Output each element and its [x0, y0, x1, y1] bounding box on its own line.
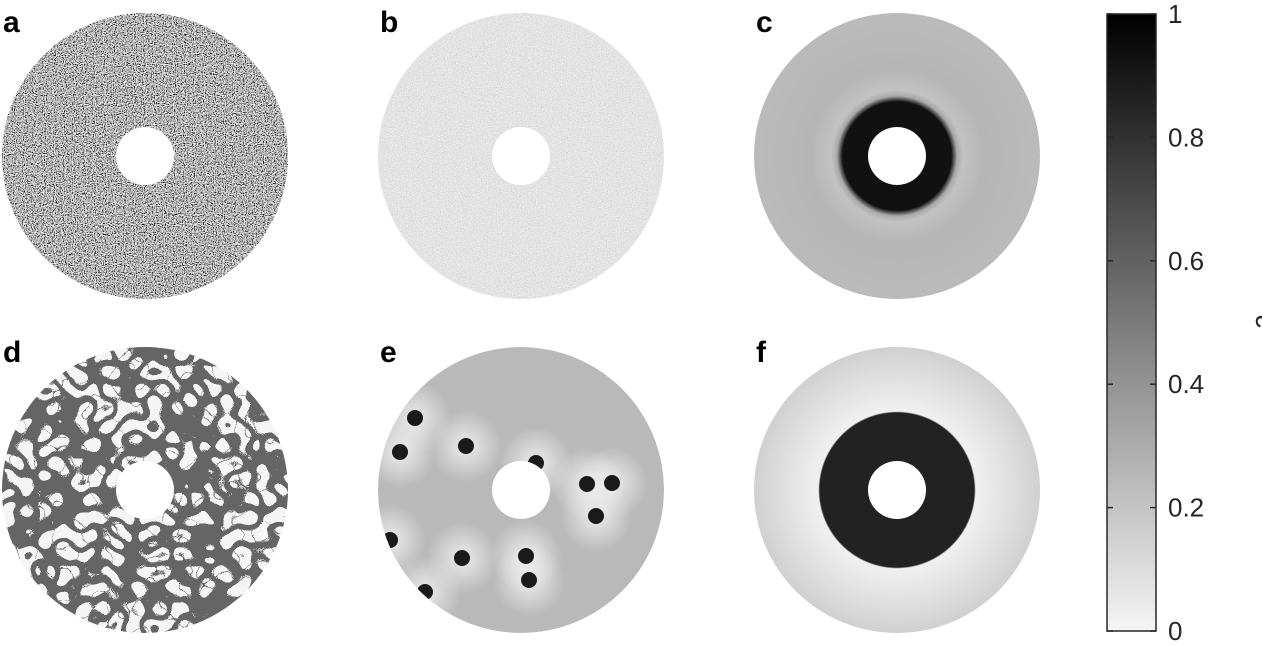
panel-e-droplet	[579, 476, 595, 492]
panel-e-letter: e	[380, 336, 397, 369]
panel-f: f	[754, 336, 1040, 633]
colorbar-ticks: 1 0.8 0.6 0.4 0.2 0	[1107, 0, 1204, 646]
panel-f-letter: f	[756, 336, 767, 369]
panel-d-hole	[116, 461, 174, 519]
panel-e-droplet	[382, 532, 398, 548]
panel-e-droplet	[407, 410, 423, 426]
panel-e-droplet	[458, 438, 474, 454]
colorbar-gradient	[1106, 13, 1157, 632]
colorbar-tick-label: 0.8	[1168, 122, 1204, 152]
panel-a: a	[2, 6, 288, 299]
panel-e-droplet	[417, 584, 433, 600]
panel-a-letter: a	[3, 6, 20, 39]
colorbar: 1 0.8 0.6 0.4 0.2 0 c	[1106, 0, 1262, 646]
panel-b-hole	[492, 127, 550, 185]
colorbar-tick-label: 0.4	[1168, 369, 1204, 399]
colorbar-label: c	[1250, 315, 1262, 329]
panel-b-letter: b	[380, 6, 398, 39]
panel-e: e	[378, 336, 664, 633]
panel-f-hole	[868, 461, 926, 519]
panel-b: b	[378, 6, 664, 299]
panel-e-droplet	[521, 572, 537, 588]
colorbar-tick-label: 0	[1168, 616, 1182, 646]
panel-c: c	[754, 6, 1040, 299]
panel-e-droplet	[392, 444, 408, 460]
colorbar-tick-label: 0.6	[1168, 246, 1204, 276]
panel-e-droplet	[518, 548, 534, 564]
panel-c-letter: c	[756, 6, 773, 39]
panel-e-hole	[492, 461, 550, 519]
panel-d: d	[2, 336, 288, 633]
panel-a-hole	[116, 127, 174, 185]
colorbar-tick-label: 0.2	[1168, 493, 1204, 523]
colorbar-tick-label: 1	[1168, 0, 1182, 29]
panel-e-droplet	[604, 475, 620, 491]
panel-d-letter: d	[3, 336, 21, 369]
panel-e-droplet	[588, 508, 604, 524]
panel-e-droplet	[454, 550, 470, 566]
panel-c-hole	[868, 127, 926, 185]
